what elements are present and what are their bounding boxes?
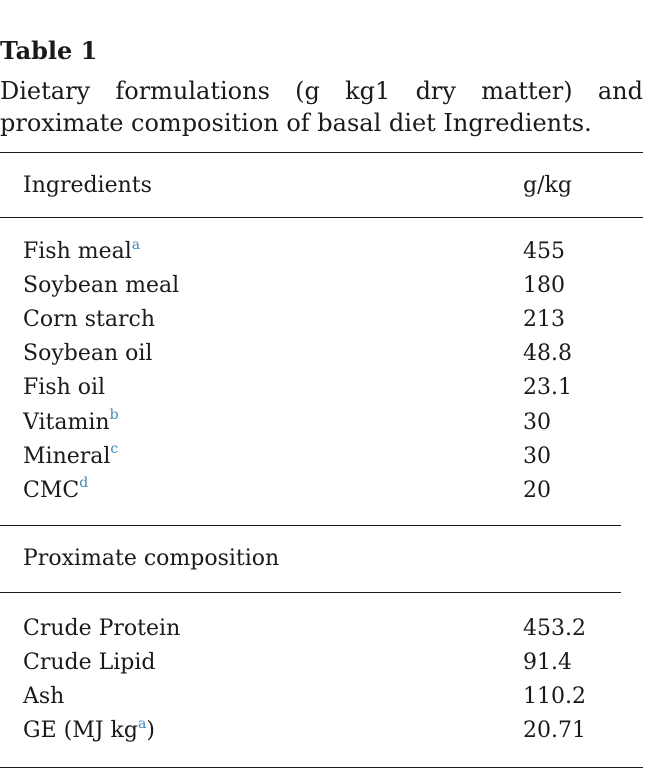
table-mid-rule (0, 525, 621, 526)
footnote-marker-link[interactable]: b (109, 407, 119, 424)
table-caption-text: Dietary formulations (g kg1 dry matter) … (0, 77, 643, 137)
table-header-rule (0, 217, 643, 218)
table-row-value: 453.2 (523, 616, 586, 641)
table-row-value: 213 (523, 307, 565, 333)
table-row-name: Crude Protein (23, 616, 180, 642)
table-row-value: 20 (523, 477, 551, 503)
table-row-name: Vitaminb (23, 407, 119, 436)
table-row-name: Crude Lipid (23, 650, 155, 676)
row-label: Fish meal (23, 239, 132, 264)
table-row-value: 20.71 (523, 718, 586, 743)
table-row-value: 180 (523, 273, 565, 299)
footnote-marker-link[interactable]: d (79, 475, 89, 492)
row-label: Soybean oil (23, 341, 153, 367)
row-label: Crude Protein (23, 616, 181, 641)
table-row-name: Corn starch (23, 307, 155, 333)
row-label: GE (MJ kg (23, 718, 138, 743)
row-label: Ash (23, 684, 65, 709)
row-label: Fish oil (23, 375, 106, 401)
table-row-value: 48.8 (523, 341, 572, 367)
table-row-value: 110.2 (523, 684, 586, 709)
table-top-rule (0, 152, 643, 153)
table-row-name: Soybean oil (23, 341, 152, 367)
table-row-value: 23.1 (523, 375, 572, 401)
table-caption-label: Table 1 (0, 36, 98, 65)
row-label: Vitamin (23, 409, 110, 435)
table-row-name: Fish oil (23, 375, 105, 401)
table-row-value: 30 (523, 409, 551, 435)
header-ingredients: Ingredients (23, 173, 152, 198)
table-row-name: Mineralc (23, 441, 119, 470)
row-label: Crude Lipid (23, 650, 156, 675)
row-label: Mineral (23, 443, 111, 469)
table-row-value: 91.4 (523, 650, 572, 675)
footnote-marker-link[interactable]: a (131, 236, 141, 253)
table-row-name: Soybean meal (23, 273, 179, 299)
row-label: Corn starch (23, 307, 156, 333)
row-label: Soybean meal (23, 273, 180, 299)
table-row-value: 30 (523, 443, 551, 469)
row-label: CMC (23, 477, 80, 503)
table-row-name: CMCd (23, 475, 89, 504)
table-row-value: 455 (523, 239, 565, 264)
table-bottom-rule (0, 767, 643, 768)
header-unit: g/kg (523, 173, 572, 198)
table-sub-rule (0, 592, 621, 593)
table-row-name: Ash (23, 684, 64, 710)
proximate-heading: Proximate composition (23, 546, 280, 571)
footnote-marker-link[interactable]: a (137, 715, 147, 732)
row-label-suffix: ) (146, 718, 155, 743)
table-row-name: Fish meala (23, 236, 141, 265)
footnote-marker-link[interactable]: c (110, 441, 119, 458)
table-row-name: GE (MJ kga) (23, 715, 155, 744)
